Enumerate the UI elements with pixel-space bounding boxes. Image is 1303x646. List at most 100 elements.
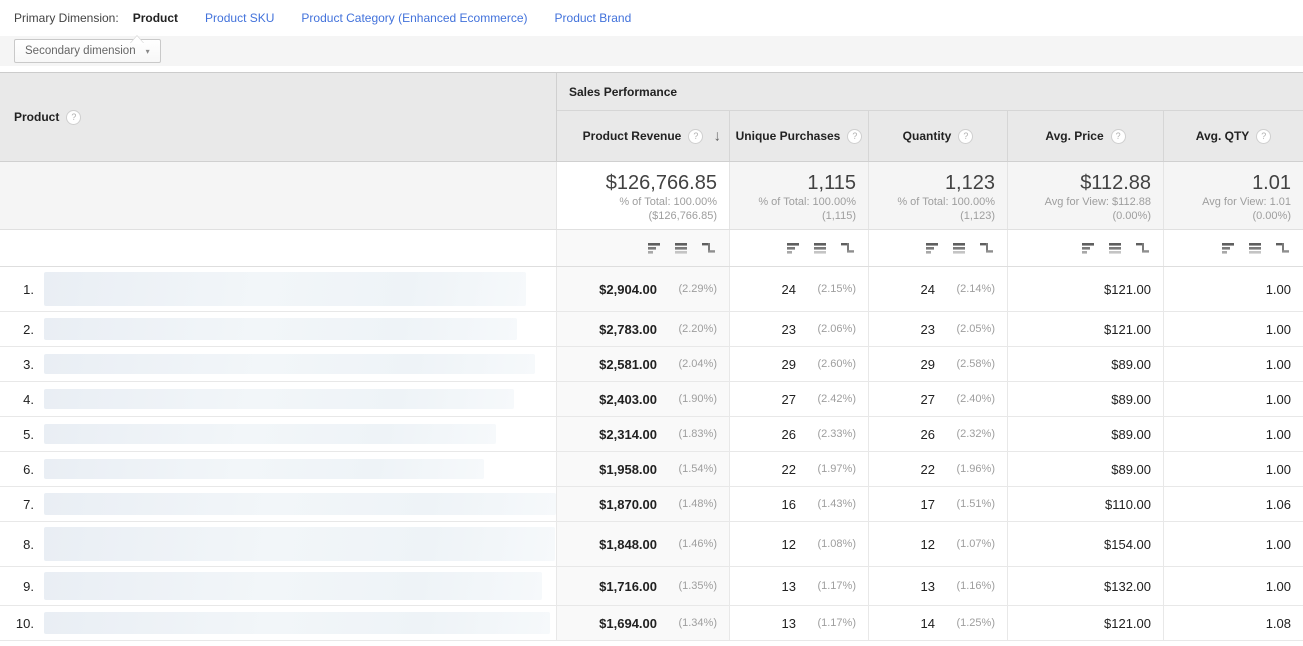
avg-qty-cell: 1.08	[1164, 606, 1303, 640]
product-cell: 7.	[0, 487, 557, 521]
help-icon[interactable]: ?	[847, 129, 862, 144]
tab-product-brand[interactable]: Product Brand	[555, 11, 632, 25]
bar-chart-icon[interactable]	[787, 242, 801, 254]
redacted-product-name	[44, 318, 517, 340]
table-row: 6. $1,958.00 (1.54%) 22 (1.97%) 22 (1.96…	[0, 452, 1303, 487]
unique-purchases-percent: (1.08%)	[804, 538, 856, 550]
product-cell: 6.	[0, 452, 557, 486]
help-icon[interactable]: ?	[958, 129, 973, 144]
pivot-icon[interactable]	[1276, 242, 1290, 254]
avg-price-value: $89.00	[1111, 462, 1151, 477]
help-icon[interactable]: ?	[688, 129, 703, 144]
redacted-product-name	[44, 424, 496, 444]
avg-price-cell: $89.00	[1008, 417, 1164, 451]
product-revenue-cell: $2,314.00 (1.83%)	[557, 417, 730, 451]
column-header-avg-qty[interactable]: Avg. QTY ?	[1164, 111, 1303, 161]
bar-chart-icon[interactable]	[1082, 242, 1096, 254]
tab-product-category[interactable]: Product Category (Enhanced Ecommerce)	[301, 11, 527, 25]
help-icon[interactable]: ?	[1256, 129, 1271, 144]
column-header-product[interactable]: Product ?	[0, 73, 557, 161]
product-revenue-cell: $2,403.00 (1.90%)	[557, 382, 730, 416]
tools-product-cell	[0, 230, 557, 266]
unique-purchases-percent: (2.06%)	[804, 323, 856, 335]
revenue-percent: (2.04%)	[665, 358, 717, 370]
product-cell: 10.	[0, 606, 557, 640]
avg-qty-value: 1.00	[1266, 357, 1291, 372]
pivot-icon[interactable]	[1136, 242, 1150, 254]
table-body: 1. $2,904.00 (2.29%) 24 (2.15%) 24 (2.14…	[0, 267, 1303, 641]
bar-chart-icon[interactable]	[648, 242, 662, 254]
total-value: $112.88	[1008, 171, 1151, 195]
revenue-value: $2,403.00	[599, 392, 657, 407]
sort-descending-icon[interactable]: ↓	[714, 128, 722, 145]
total-subline: % of Total: 100.00%	[869, 195, 995, 209]
comparison-icon[interactable]	[1249, 242, 1263, 254]
avg-qty-value: 1.08	[1266, 616, 1291, 631]
avg-qty-cell: 1.00	[1164, 522, 1303, 566]
pivot-icon[interactable]	[841, 242, 855, 254]
row-rank: 6.	[12, 462, 34, 477]
revenue-percent: (1.48%)	[665, 498, 717, 510]
quantity-value: 26	[921, 427, 935, 442]
quantity-cell: 29 (2.58%)	[869, 347, 1008, 381]
quantity-value: 27	[921, 392, 935, 407]
quantity-percent: (2.58%)	[943, 358, 995, 370]
total-subline: (1,123)	[869, 209, 995, 223]
column-header-quantity[interactable]: Quantity ?	[869, 111, 1008, 161]
row-rank: 5.	[12, 427, 34, 442]
total-value: 1,123	[869, 171, 995, 195]
quantity-cell: 22 (1.96%)	[869, 452, 1008, 486]
avg-qty-value: 1.00	[1266, 392, 1291, 407]
redacted-product-name	[44, 527, 555, 561]
tab-product-sku[interactable]: Product SKU	[205, 11, 274, 25]
bar-chart-icon[interactable]	[926, 242, 940, 254]
product-revenue-cell: $2,581.00 (2.04%)	[557, 347, 730, 381]
quantity-cell: 17 (1.51%)	[869, 487, 1008, 521]
totals-quantity: 1,123 % of Total: 100.00% (1,123)	[869, 162, 1008, 229]
total-subline: % of Total: 100.00%	[730, 195, 856, 209]
column-header-avg-price[interactable]: Avg. Price ?	[1008, 111, 1164, 161]
quantity-value: 24	[921, 282, 935, 297]
bar-chart-icon[interactable]	[1222, 242, 1236, 254]
avg-price-value: $89.00	[1111, 427, 1151, 442]
comparison-icon[interactable]	[953, 242, 967, 254]
avg-price-value: $121.00	[1104, 282, 1151, 297]
product-cell: 4.	[0, 382, 557, 416]
product-column-label: Product	[14, 110, 59, 124]
avg-price-cell: $121.00	[1008, 606, 1164, 640]
column-label: Quantity	[903, 129, 952, 143]
unique-purchases-percent: (2.60%)	[804, 358, 856, 370]
product-cell: 8.	[0, 522, 557, 566]
unique-purchases-value: 23	[782, 322, 796, 337]
help-icon[interactable]: ?	[1111, 129, 1126, 144]
column-header-unique-purchases[interactable]: Unique Purchases ?	[730, 111, 869, 161]
product-revenue-cell: $1,958.00 (1.54%)	[557, 452, 730, 486]
quantity-percent: (2.32%)	[943, 428, 995, 440]
help-icon[interactable]: ?	[66, 110, 81, 125]
pivot-icon[interactable]	[702, 242, 716, 254]
unique-purchases-value: 24	[782, 282, 796, 297]
revenue-percent: (2.29%)	[665, 283, 717, 295]
row-rank: 10.	[12, 616, 34, 631]
total-value: $126,766.85	[557, 171, 717, 195]
comparison-icon[interactable]	[814, 242, 828, 254]
comparison-icon[interactable]	[675, 242, 689, 254]
unique-purchases-cell: 23 (2.06%)	[730, 312, 869, 346]
column-label: Unique Purchases	[736, 129, 841, 143]
column-label: Product Revenue	[583, 129, 682, 143]
avg-price-cell: $89.00	[1008, 452, 1164, 486]
avg-qty-value: 1.00	[1266, 579, 1291, 594]
table-row: 7. $1,870.00 (1.48%) 16 (1.43%) 17 (1.51…	[0, 487, 1303, 522]
tab-product[interactable]: Product	[133, 11, 178, 25]
avg-price-cell: $89.00	[1008, 347, 1164, 381]
quantity-cell: 14 (1.25%)	[869, 606, 1008, 640]
unique-purchases-cell: 13 (1.17%)	[730, 606, 869, 640]
pivot-icon[interactable]	[980, 242, 994, 254]
comparison-icon[interactable]	[1109, 242, 1123, 254]
totals-avg-price: $112.88 Avg for View: $112.88 (0.00%)	[1008, 162, 1164, 229]
product-cell: 9.	[0, 567, 557, 605]
column-header-product-revenue[interactable]: Product Revenue ? ↓	[557, 111, 730, 161]
avg-price-value: $89.00	[1111, 357, 1151, 372]
quantity-value: 23	[921, 322, 935, 337]
avg-price-cell: $121.00	[1008, 267, 1164, 311]
